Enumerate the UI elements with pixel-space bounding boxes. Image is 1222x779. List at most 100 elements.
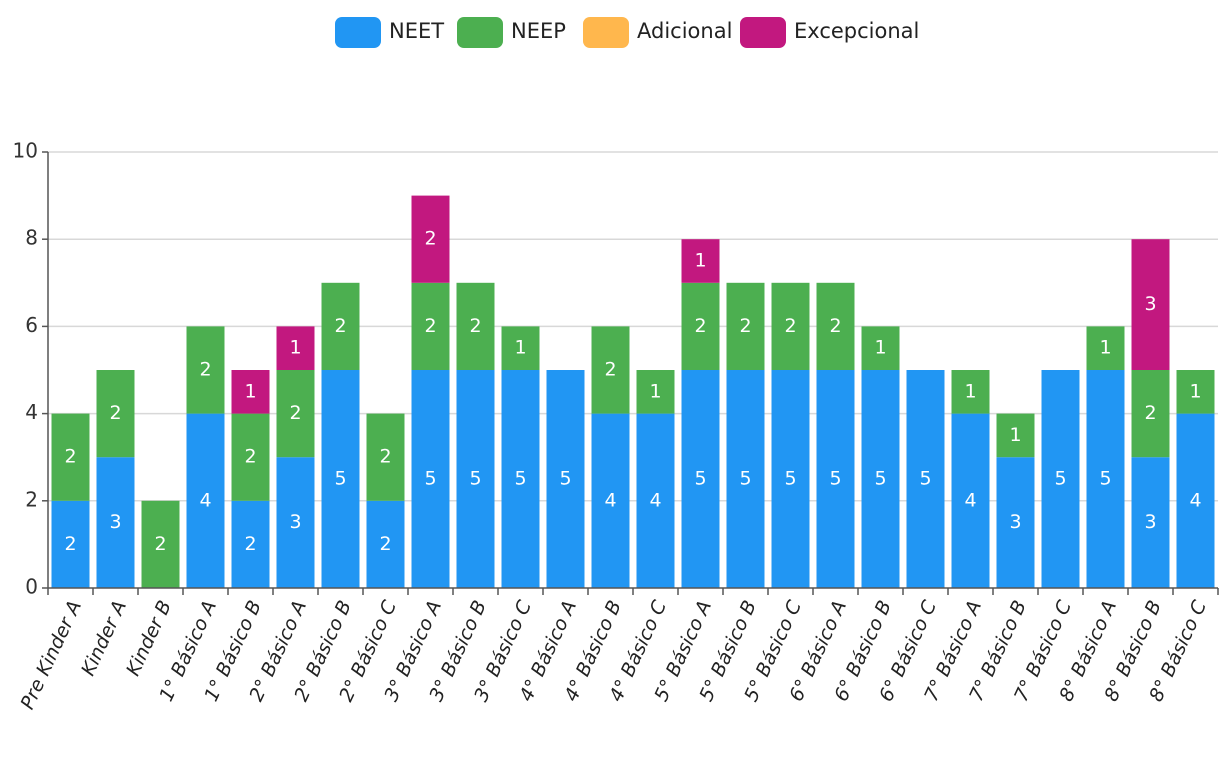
value-label: 5 [739,468,751,490]
bar-segment [411,282,450,370]
bar-segment [726,282,765,370]
value-label: 2 [604,359,616,381]
bar-segment [141,500,180,588]
value-label: 3 [1009,511,1021,533]
value-label: 2 [379,446,391,468]
legend-label: Excepcional [794,19,919,43]
bar-segment [501,326,540,370]
bar-segment [996,457,1035,588]
bar-segment [636,370,675,414]
value-label: 2 [739,315,751,337]
value-label: 2 [1144,402,1156,424]
bar-segment [681,239,720,283]
bar-segment [591,326,630,414]
value-label: 5 [334,468,346,490]
value-label: 2 [694,315,706,337]
bar-segment [1131,457,1170,588]
value-label: 3 [1144,293,1156,315]
bar-segment [276,370,315,458]
value-label: 4 [1189,489,1201,511]
bar-segment [1086,326,1125,370]
bar-segment [1086,370,1125,588]
value-label: 1 [289,337,301,359]
value-label: 2 [64,533,76,555]
legend-swatch [457,17,503,48]
value-label: 1 [244,380,256,402]
bar-segment [861,326,900,370]
value-label: 5 [559,468,571,490]
y-tick-label: 10 [13,139,38,163]
bar-segment [456,370,495,588]
value-label: 4 [649,489,661,511]
value-label: 5 [1099,468,1111,490]
value-label: 2 [199,359,211,381]
bar-segment [906,370,945,588]
bar-segment [51,413,90,501]
value-label: 5 [829,468,841,490]
legend-label: NEET [389,19,444,43]
value-label: 2 [784,315,796,337]
value-label: 1 [514,337,526,359]
legend-swatch [583,17,629,48]
bar-segment [186,326,225,414]
bar-segment [726,370,765,588]
bar-segment [681,370,720,588]
value-label: 2 [109,402,121,424]
bar-segment [456,282,495,370]
bar-segment [321,370,360,588]
bar-segment [366,500,405,588]
bar-segment [96,370,135,458]
value-label: 2 [469,315,481,337]
y-tick-label: 6 [25,313,38,337]
value-label: 1 [1009,424,1021,446]
value-label: 2 [244,446,256,468]
bar-segment [321,282,360,370]
bar-segment [546,370,585,588]
y-tick-label: 8 [25,226,38,250]
bar-segment [816,370,855,588]
y-tick-label: 2 [25,487,38,511]
legend-swatch [740,17,786,48]
x-tick-label: Pre Kinder A [16,597,86,713]
bar-segment [591,413,630,588]
bar-segment [501,370,540,588]
value-label: 5 [514,468,526,490]
value-label: 1 [1189,380,1201,402]
bar-segment [1041,370,1080,588]
bar-segment [276,326,315,370]
value-label: 5 [784,468,796,490]
value-label: 5 [874,468,886,490]
bar-segment [681,282,720,370]
bar-segment [951,370,990,414]
value-label: 1 [649,380,661,402]
bar-segment [366,413,405,501]
value-label: 4 [604,489,616,511]
bar-segment [276,457,315,588]
bar-segment [996,413,1035,458]
value-label: 5 [424,468,436,490]
value-label: 1 [964,380,976,402]
bar-segment [96,457,135,588]
bar-segment [411,195,450,283]
bar-segment [1131,370,1170,458]
value-label: 2 [379,533,391,555]
value-label: 5 [694,468,706,490]
value-label: 5 [469,468,481,490]
value-label: 2 [64,446,76,468]
legend-label: Adicional [637,19,732,43]
value-label: 2 [424,228,436,250]
bar-segment [51,500,90,588]
value-label: 2 [154,533,166,555]
value-label: 2 [424,315,436,337]
value-label: 4 [199,489,211,511]
bar-segment [771,370,810,588]
bar-segment [411,370,450,588]
value-label: 2 [244,533,256,555]
value-label: 4 [964,489,976,511]
value-label: 2 [289,402,301,424]
bar-segment [771,282,810,370]
legend-label: NEEP [511,19,566,43]
bar-segment [951,413,990,588]
bar-segment [636,413,675,588]
value-label: 1 [1099,337,1111,359]
